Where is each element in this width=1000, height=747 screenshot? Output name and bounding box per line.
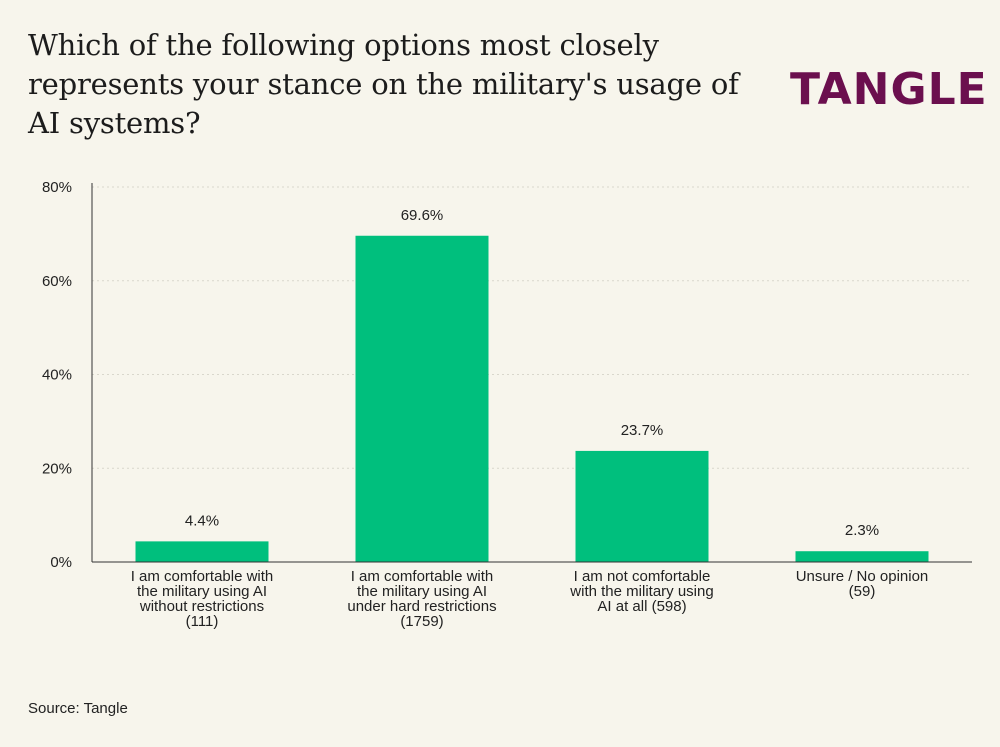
bar: [355, 235, 489, 562]
bar-chart: 4.4% 69.6% 23.7% 2.3% 0% 20% 40% 60% 80%: [42, 179, 972, 571]
bar: [135, 541, 269, 562]
bar: [575, 450, 709, 562]
category-label: Unsure / No opinion (59): [795, 568, 929, 600]
data-label: 69.6%: [401, 207, 444, 224]
y-tick-label: 20%: [42, 460, 72, 477]
bars: [135, 235, 929, 562]
gridlines: [92, 186, 972, 469]
y-tick-label: 40%: [42, 367, 72, 384]
y-tick-label: 60%: [42, 273, 72, 290]
source-note: Source: Tangle: [28, 700, 128, 717]
data-label: 2.3%: [845, 522, 879, 539]
page-title: Which of the following options most clos…: [28, 28, 739, 140]
category-label: I am not comfortable with the military u…: [570, 568, 714, 615]
tangle-logo: TANGLE: [790, 64, 988, 115]
y-axis-ticks: 0% 20% 40% 60% 80%: [42, 179, 72, 571]
y-tick-label: 80%: [42, 179, 72, 196]
data-label: 23.7%: [621, 422, 664, 439]
bar: [795, 551, 929, 562]
category-label: I am comfortable with the military using…: [347, 568, 497, 630]
data-labels: 4.4% 69.6% 23.7% 2.3%: [185, 207, 879, 539]
data-label: 4.4%: [185, 512, 219, 529]
y-tick-label: 0%: [50, 554, 72, 571]
category-label: I am comfortable with the military using…: [130, 568, 274, 630]
